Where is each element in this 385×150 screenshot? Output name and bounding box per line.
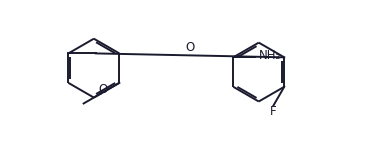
- Text: O: O: [98, 83, 107, 96]
- Text: NH₂: NH₂: [259, 49, 281, 62]
- Text: F: F: [270, 105, 277, 118]
- Text: O: O: [186, 41, 195, 54]
